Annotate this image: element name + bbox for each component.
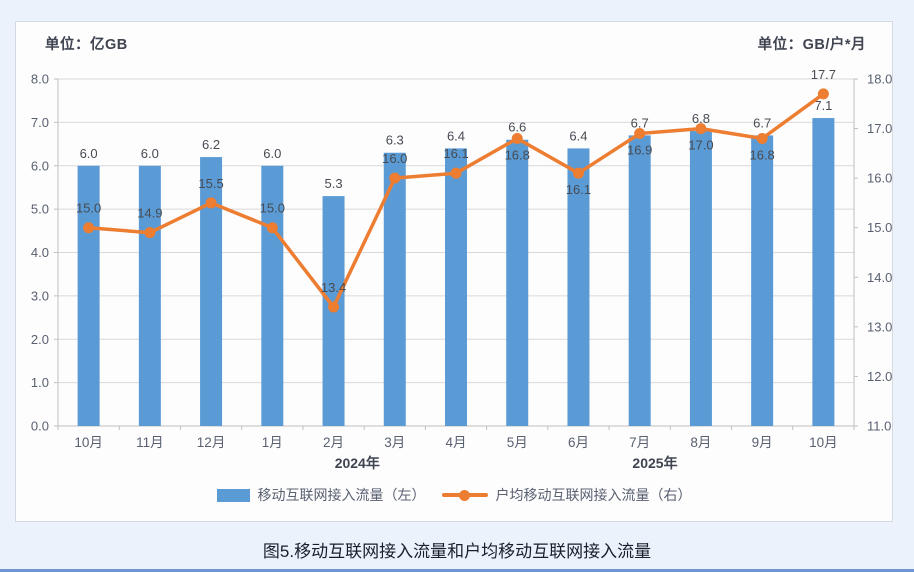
left-axis-tick-label: 3.0: [31, 288, 49, 303]
line-value-label: 17.7: [811, 67, 836, 82]
right-axis-tick-label: 17.0: [867, 121, 892, 136]
right-axis-tick-label: 13.0: [867, 319, 892, 334]
bar-value-label: 6.4: [447, 128, 465, 143]
right-axis-tick-label: 16.0: [867, 171, 892, 186]
left-axis-tick-label: 5.0: [31, 202, 49, 217]
bar: [77, 165, 100, 426]
bar-value-label: 6.0: [141, 146, 159, 161]
line-value-label: 16.8: [505, 147, 530, 162]
line-value-label: 17.0: [688, 138, 713, 153]
month-label: 2月: [323, 435, 344, 450]
bar: [506, 139, 529, 426]
right-axis-unit-label: 单位：GB/户*月: [757, 37, 866, 53]
right-axis-tick-label: 12.0: [867, 369, 892, 384]
line-marker: [328, 301, 340, 313]
line-value-label: 15.0: [260, 201, 285, 216]
bar-value-label: 7.1: [814, 98, 832, 113]
chart-panel-header: 单位：亿GB 单位：GB/户*月: [45, 33, 866, 54]
bar: [812, 118, 835, 426]
bar-series-swatch-icon: [216, 488, 250, 502]
line-marker: [817, 88, 829, 100]
year-label: 2025年: [632, 455, 677, 471]
left-axis-tick-label: 1.0: [31, 375, 49, 390]
legend-item-bar-series: 移动互联网接入流量（左）: [216, 485, 426, 505]
right-axis-tick-label: 14.0: [867, 270, 892, 285]
bar-value-label: 6.2: [202, 137, 220, 152]
line-marker: [144, 227, 156, 239]
line-value-label: 15.0: [76, 201, 101, 216]
left-axis-tick-label: 4.0: [31, 245, 49, 260]
bar-value-label: 6.7: [631, 115, 649, 130]
left-axis-unit-label: 单位：亿GB: [45, 37, 128, 53]
bar-value-label: 6.7: [753, 115, 771, 130]
line-marker: [266, 222, 278, 234]
left-axis-tick-label: 0.0: [31, 419, 49, 434]
figure-caption: 图5.移动互联网接入流量和户均移动互联网接入流量: [262, 542, 652, 561]
combo-chart-svg: 0.0 1.0 2.0 3.0 4.0 5.0 6.0 7.0 8.0 11.0 12.0 13.0 1…: [31, 67, 892, 471]
bottom-accent-line: [0, 569, 914, 572]
line-value-label: 16.0: [382, 151, 407, 166]
chart-legend: 移动互联网接入流量（左） 户均移动互联网接入流量（右）: [16, 482, 892, 508]
line-marker: [634, 128, 646, 140]
bar-value-label: 6.8: [692, 111, 710, 126]
line-marker: [511, 132, 523, 144]
line-marker: [756, 132, 768, 144]
line-marker: [205, 197, 217, 209]
line-value-label: 16.8: [749, 147, 774, 162]
bar: [689, 131, 712, 427]
line-value-label: 16.1: [443, 146, 468, 161]
month-label: 10月: [809, 435, 838, 450]
legend-label-line-series: 户均移动互联网接入流量（右）: [495, 487, 692, 503]
chart-panel: 单位：亿GB 单位：GB/户*月 0.0 1.0 2.0 3.0 4.0 5.0 6.0 7.…: [15, 21, 893, 522]
month-label: 6月: [568, 435, 589, 450]
bar-value-label: 6.3: [386, 133, 404, 148]
line-marker: [83, 222, 95, 234]
bar: [445, 148, 467, 426]
month-label: 12月: [197, 435, 226, 450]
bar: [200, 157, 223, 426]
bar-value-label: 6.0: [263, 146, 281, 161]
month-label: 5月: [507, 435, 528, 450]
month-label: 10月: [74, 435, 103, 450]
line-value-label: 15.5: [198, 176, 223, 191]
bar: [628, 135, 651, 426]
bar: [567, 148, 590, 426]
bar-value-label: 6.4: [569, 128, 587, 143]
line-marker: [389, 172, 401, 184]
bar: [261, 165, 284, 426]
line-marker: [450, 167, 462, 179]
bar-value-label: 6.6: [508, 120, 526, 135]
month-label: 1月: [262, 435, 283, 450]
month-label: 8月: [690, 435, 711, 450]
bar-value-label: 6.0: [80, 146, 98, 161]
left-axis-tick-label: 7.0: [31, 115, 49, 130]
left-axis-tick-label: 2.0: [31, 332, 49, 347]
right-axis-tick-label: 18.0: [867, 72, 892, 87]
line-value-label: 13.4: [321, 280, 346, 295]
line-marker: [695, 123, 707, 135]
legend-item-line-series: 户均移动互联网接入流量（右）: [441, 485, 692, 505]
left-axis-tick-label: 8.0: [31, 72, 49, 87]
left-axis-tick-label: 6.0: [31, 158, 49, 173]
year-label: 2024年: [335, 455, 380, 471]
line-value-label: 14.9: [137, 206, 162, 221]
month-label: 9月: [752, 435, 773, 450]
bar-value-label: 5.3: [324, 176, 342, 191]
month-label: 7月: [629, 435, 650, 450]
line-value-label: 16.9: [627, 143, 652, 158]
month-label: 11月: [136, 435, 164, 450]
bar: [383, 152, 406, 427]
line-value-label: 16.1: [566, 182, 591, 197]
bar: [751, 135, 774, 426]
legend-label-bar-series: 移动互联网接入流量（左）: [257, 487, 426, 503]
line-marker: [572, 167, 584, 179]
month-label: 4月: [445, 435, 466, 450]
right-axis-tick-label: 15.0: [867, 220, 892, 235]
line-series-swatch-icon: [441, 489, 488, 501]
month-label: 3月: [384, 435, 405, 450]
right-axis-tick-label: 11.0: [867, 419, 891, 434]
